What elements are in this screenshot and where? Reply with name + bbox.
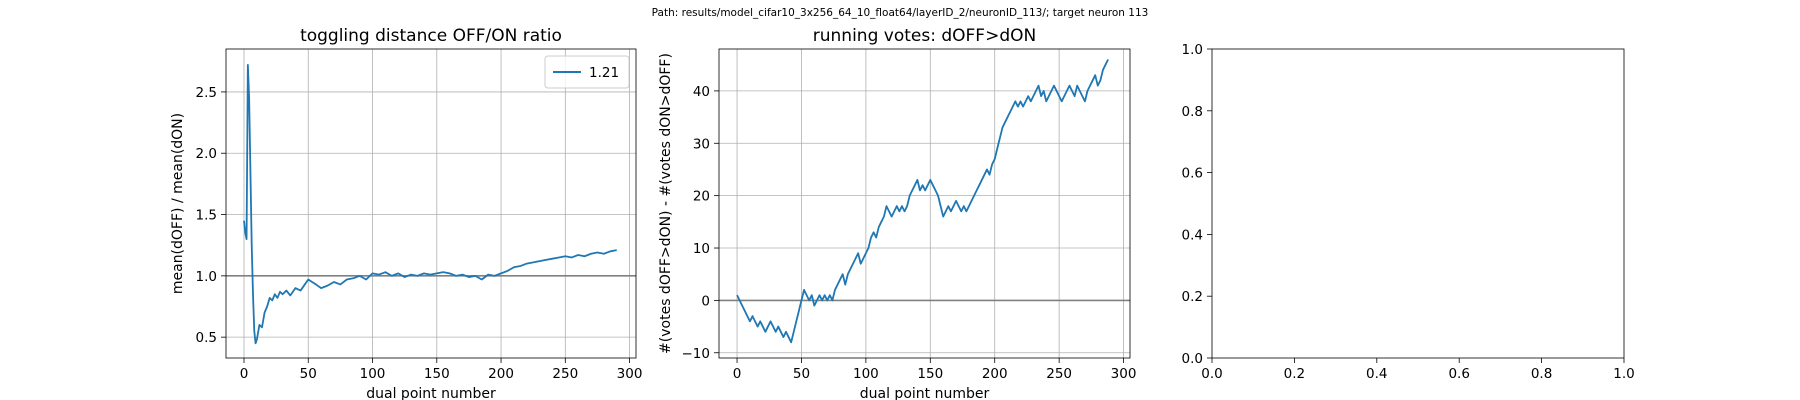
x-tick-label: 0: [240, 366, 249, 382]
y-tick-label: 10: [693, 241, 710, 257]
x-tick-label: 200: [982, 366, 1008, 382]
axes-frame: [225, 48, 637, 359]
x-tick-label: 150: [424, 366, 450, 382]
x-axis-label: dual point number: [366, 386, 496, 400]
x-tick-label: 300: [617, 366, 643, 382]
chart-title: running votes: dOFF>dON: [813, 26, 1036, 46]
x-tick-label: 200: [488, 366, 514, 382]
x-tick-label: 0.2: [1284, 366, 1305, 382]
y-tick-label: −10: [682, 346, 711, 362]
legend-label: 1.21: [589, 65, 619, 81]
y-tick-label: 0.6: [1182, 166, 1203, 182]
y-tick-label: 0.0: [1182, 351, 1203, 367]
x-tick-label: 0.8: [1531, 366, 1552, 382]
x-tick-label: 0.4: [1366, 366, 1387, 382]
y-axis-label: #(votes dOFF>dON) - #(votes dON>dOFF): [658, 53, 674, 354]
chart-panel-2: 0 50 100 150 200 250 300 −10 0 10 20 30 40 running vo…: [658, 26, 1136, 400]
x-tick-label: 150: [917, 366, 943, 382]
x-tick-label: 50: [300, 366, 317, 382]
y-tick-label: 0: [701, 293, 710, 309]
x-tick-label: 0: [733, 366, 742, 382]
y-axis-label: mean(dOFF) / mean(dON): [170, 113, 186, 294]
y-tick-label: 0.5: [196, 330, 217, 346]
legend: 1.21: [544, 55, 630, 89]
series-line: [736, 59, 1109, 344]
y-tick-label: 1.0: [196, 269, 217, 285]
x-tick-label: 300: [1111, 366, 1137, 382]
x-tick-label: 100: [853, 366, 879, 382]
x-tick-label: 1.0: [1613, 366, 1634, 382]
x-tick-label: 0.0: [1201, 366, 1222, 382]
series-line: [243, 64, 617, 345]
x-tick-label: 100: [360, 366, 386, 382]
x-tick-label: 250: [1046, 366, 1072, 382]
x-axis-label: dual point number: [860, 386, 990, 400]
y-tick-label: 2.5: [196, 85, 217, 101]
y-tick-label: 20: [693, 189, 710, 205]
y-tick-label: 1.5: [196, 208, 217, 224]
y-tick-label: 1.0: [1182, 42, 1203, 58]
y-tick-label: 30: [693, 136, 710, 152]
x-tick-label: 0.6: [1448, 366, 1469, 382]
y-tick-label: 0.8: [1182, 104, 1203, 120]
chart-title: toggling distance OFF/ON ratio: [300, 26, 562, 46]
y-tick-label: 40: [693, 84, 710, 100]
y-tick-label: 0.4: [1182, 227, 1203, 243]
y-tick-label: 0.2: [1182, 289, 1203, 305]
figure-suptitle: Path: results/model_cifar10_3x256_64_10_…: [652, 7, 1149, 19]
chart-panel-1: 0 50 100 150 200 250 300 0.5 1.0 1.5 2.0 2.5 togglin…: [170, 26, 642, 400]
y-tick-label: 2.0: [196, 146, 217, 162]
axes-frame: [718, 48, 1131, 359]
chart-panel-3: 0.0 0.2 0.4 0.6 0.8 1.0 0.0 0.2 0.4 0.6 0.8 1.0: [1182, 42, 1635, 382]
axes-frame: [1211, 48, 1625, 359]
x-tick-label: 50: [793, 366, 810, 382]
x-tick-label: 250: [552, 366, 578, 382]
legend-box: [544, 55, 630, 89]
